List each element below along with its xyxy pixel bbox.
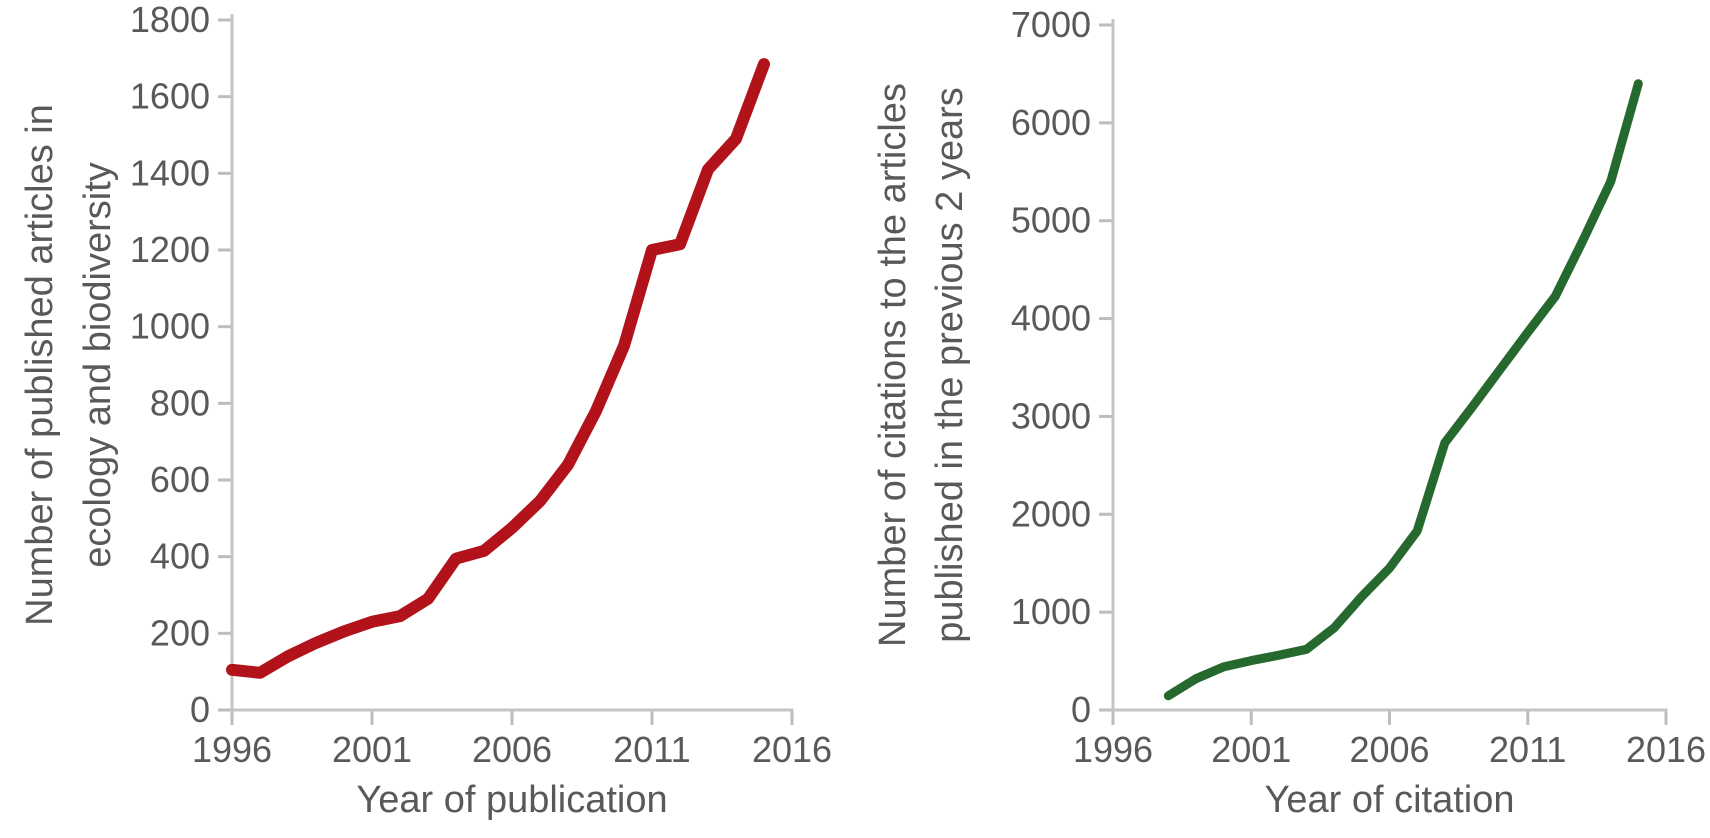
x-tick-label-articles: 2001 xyxy=(332,729,412,770)
y-tick-label-articles: 1800 xyxy=(130,0,210,40)
y-tick-label-articles: 400 xyxy=(150,536,210,577)
y-axis-title-line2-articles: ecology and biodiversity xyxy=(77,162,119,568)
y-axis-title-line2-citations: published in the previous 2 years xyxy=(929,87,971,643)
x-tick-label-citations: 2006 xyxy=(1349,729,1429,770)
x-tick-label-articles: 2016 xyxy=(752,729,832,770)
y-tick-label-citations: 4000 xyxy=(1011,298,1091,339)
y-tick-label-articles: 1600 xyxy=(130,76,210,117)
y-tick-label-articles: 1400 xyxy=(130,152,210,193)
y-tick-label-citations: 0 xyxy=(1071,689,1091,730)
series-line-articles xyxy=(226,58,770,679)
y-tick-label-citations: 6000 xyxy=(1011,102,1091,143)
y-axis-title-line1-articles: Number of published articles in xyxy=(19,104,61,626)
x-axis-title-articles: Year of publication xyxy=(356,779,667,821)
y-tick-label-citations: 1000 xyxy=(1011,591,1091,632)
y-tick-label-citations: 3000 xyxy=(1011,395,1091,436)
y-tick-label-articles: 1200 xyxy=(130,229,210,270)
x-tick-label-articles: 1996 xyxy=(192,729,272,770)
x-tick-label-citations: 2001 xyxy=(1211,729,1291,770)
y-tick-label-citations: 7000 xyxy=(1011,4,1091,45)
chart-articles: 1996 2001 2006 2011 2016 0 200 400 600 800 1000 120… xyxy=(19,0,832,821)
x-axis-title-citations: Year of citation xyxy=(1265,779,1515,821)
x-tick-label-articles: 2006 xyxy=(472,729,552,770)
y-tick-label-citations: 2000 xyxy=(1011,493,1091,534)
x-tick-label-citations: 2011 xyxy=(1489,729,1566,770)
series-line-citations xyxy=(1163,79,1643,701)
y-tick-label-articles: 800 xyxy=(150,382,210,423)
y-tick-label-articles: 1000 xyxy=(130,306,210,347)
x-tick-label-articles: 2011 xyxy=(613,729,690,770)
y-tick-label-articles: 200 xyxy=(150,612,210,653)
x-tick-label-citations: 2016 xyxy=(1626,729,1706,770)
y-tick-label-articles: 600 xyxy=(150,459,210,500)
y-tick-label-articles: 0 xyxy=(190,689,210,730)
x-tick-label-citations: 1996 xyxy=(1073,729,1153,770)
chart-citations: 1996 2001 2006 2011 2016 0 1000 2000 3000 4000 500… xyxy=(872,4,1706,821)
y-axis-title-line1-citations: Number of citations to the articles xyxy=(872,83,914,647)
y-tick-label-citations: 5000 xyxy=(1011,200,1091,241)
